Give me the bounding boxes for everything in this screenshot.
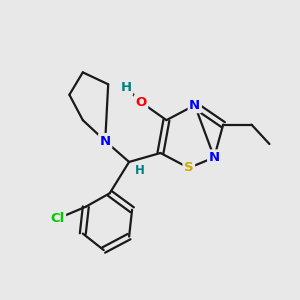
Text: Cl: Cl bbox=[50, 212, 64, 225]
Text: O: O bbox=[135, 96, 147, 109]
Text: N: N bbox=[100, 134, 111, 148]
Text: S: S bbox=[184, 161, 194, 174]
Text: H: H bbox=[135, 164, 145, 177]
Text: N: N bbox=[189, 99, 200, 112]
Text: N: N bbox=[208, 151, 220, 164]
Text: H: H bbox=[121, 81, 132, 94]
